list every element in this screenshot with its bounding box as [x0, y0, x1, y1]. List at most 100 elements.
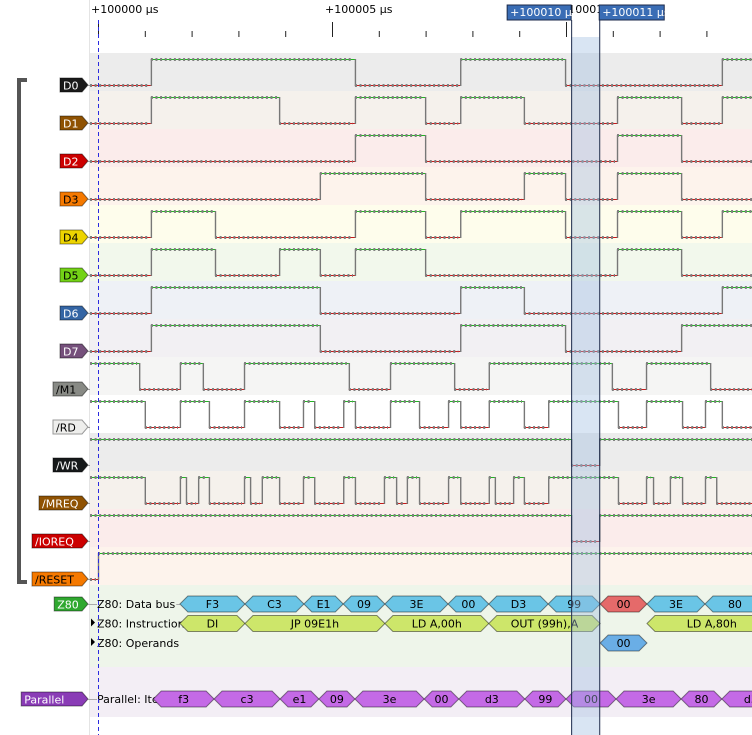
channel-name: D2 [63, 156, 78, 169]
annotation[interactable]: LD A,80h [646, 615, 752, 632]
annotation[interactable]: 00 [447, 595, 490, 613]
row-background [90, 509, 752, 547]
signal-row [90, 471, 752, 509]
signal-row [90, 281, 752, 319]
decoder-name: Parallel [24, 694, 64, 707]
channel-label-nwr[interactable]: /WR [52, 457, 92, 473]
channel-group-bracket[interactable] [17, 78, 27, 584]
annotation-text: c3 [241, 693, 254, 706]
channel-name: /RESET [35, 574, 74, 587]
decoder-row-title: Z80: Data bus [97, 598, 175, 611]
annotation-text: 3E [409, 598, 423, 611]
annotation[interactable]: 3E [384, 595, 449, 613]
annotation-text: C3 [267, 598, 282, 611]
channel-label-nioreq[interactable]: /IOREQ [31, 533, 92, 549]
label-tag-shape [59, 229, 89, 245]
channel-label-nm1[interactable]: /M1 [52, 381, 92, 397]
signal-row [90, 243, 752, 281]
annotation-shape [721, 690, 752, 708]
label-tag-shape [31, 533, 89, 549]
label-tag-shape [59, 153, 89, 169]
channel-name: /WR [56, 460, 79, 473]
annotation[interactable]: c3 [213, 690, 281, 708]
channel-label-nreset[interactable]: /RESET [31, 571, 92, 587]
label-tag-shape [52, 381, 89, 397]
annotation-text: 99 [538, 693, 552, 706]
label-tag-shape [52, 457, 89, 473]
annotation[interactable]: DI [179, 615, 246, 632]
channel-name: /IOREQ [35, 536, 74, 549]
decoder-label-parallel[interactable]: Parallel [20, 691, 97, 707]
channel-label-d1[interactable]: D1 [59, 115, 92, 131]
signal-row [90, 433, 752, 471]
cursor-a-flag[interactable]: +100010 µs [506, 4, 578, 21]
annotation[interactable]: 3E [646, 595, 706, 613]
annotation-text: 00 [617, 598, 631, 611]
annotation[interactable]: LD A,00h [384, 615, 490, 632]
annotation[interactable]: 3e [354, 690, 425, 708]
channel-label-nmreq[interactable]: /MREQ [38, 495, 92, 511]
annotation[interactable]: D3 [488, 595, 549, 613]
annotation[interactable]: 3e [615, 690, 682, 708]
annotation-text: 09 [357, 598, 371, 611]
row-background [90, 433, 752, 471]
flag-box [598, 4, 665, 21]
channel-name: D5 [63, 270, 78, 283]
channel-label-nrd[interactable]: /RD [52, 419, 92, 435]
annotation[interactable]: d3 [458, 690, 526, 708]
channel-label-d5[interactable]: D5 [59, 267, 92, 283]
label-tag-shape [59, 267, 89, 283]
annotation-text: JP 09E1h [290, 618, 339, 631]
channel-name: D4 [63, 232, 78, 245]
annotation[interactable]: f3 [152, 690, 215, 708]
annotation-text: 3e [383, 693, 397, 706]
channel-label-d3[interactable]: D3 [59, 191, 92, 207]
annotation[interactable]: 99 [547, 595, 601, 613]
annotation[interactable]: E1 [303, 595, 344, 613]
annotation[interactable]: e1 [279, 690, 320, 708]
annotation[interactable]: 99 [524, 690, 567, 708]
annotation[interactable]: JP 09E1h [244, 615, 386, 632]
channel-label-d6[interactable]: D6 [59, 305, 92, 321]
annotation-text: 00 [435, 693, 449, 706]
decoder-label-z80[interactable]: Z80 [53, 596, 97, 612]
channel-name: /RD [56, 422, 76, 435]
annotation[interactable]: F3 [179, 595, 246, 613]
annotation[interactable]: 00 [599, 595, 648, 613]
annotation[interactable]: C3 [244, 595, 305, 613]
annotation-shape [646, 615, 752, 632]
annotation-shape [704, 595, 752, 613]
annotation-text: LD A,80h [687, 618, 737, 631]
label-tag-shape [59, 191, 89, 207]
annotation[interactable]: d3 [721, 690, 752, 708]
label-tag-shape [59, 305, 89, 321]
decoder-row-title: Z80: Instructions [97, 618, 191, 631]
annotation[interactable]: 80 [680, 690, 723, 708]
annotation-text: d3 [485, 693, 499, 706]
annotation[interactable]: 80 [704, 595, 752, 613]
signal-row [90, 357, 752, 395]
signal-row [90, 129, 752, 167]
annotation[interactable]: 09 [318, 690, 356, 708]
annotation-text: F3 [206, 598, 219, 611]
annotation-text: e1 [293, 693, 307, 706]
annotation[interactable]: 00 [599, 634, 648, 652]
cursor-range[interactable] [571, 37, 600, 735]
annotation[interactable]: 00 [423, 690, 460, 708]
signal-row [90, 547, 752, 585]
expand-arrow-icon[interactable] [91, 638, 95, 646]
decoder-row-title: Z80: Operands [97, 637, 179, 650]
cursor-b-label: +100011 µs [602, 6, 670, 19]
cursor-b-flag[interactable]: +100011 µs [598, 4, 670, 21]
channel-label-d2[interactable]: D2 [59, 153, 92, 169]
expand-arrow-icon[interactable] [91, 618, 95, 627]
signal-row [90, 509, 752, 547]
annotation[interactable]: 09 [342, 595, 386, 613]
channel-label-d0[interactable]: D0 [59, 77, 92, 93]
channel-label-d4[interactable]: D4 [59, 229, 92, 245]
time-ruler[interactable]: +100000 µs +100005 µs +100010 µs [91, 3, 708, 37]
channel-label-d7[interactable]: D7 [59, 343, 92, 359]
annotation-text: 00 [584, 693, 598, 706]
